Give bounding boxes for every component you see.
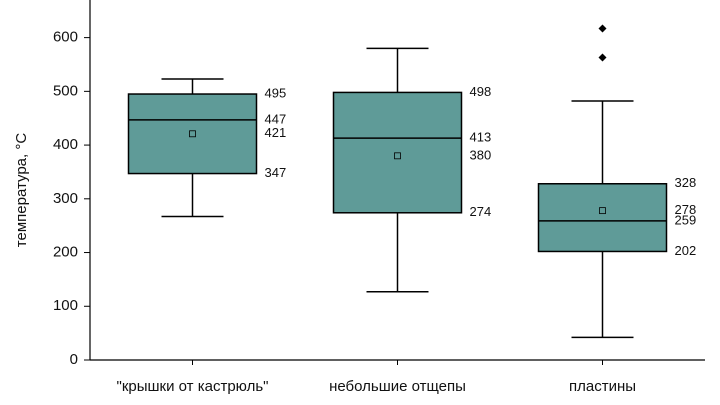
data-label: 413 — [470, 130, 492, 145]
data-label: 274 — [470, 204, 492, 219]
data-label: 498 — [470, 84, 492, 99]
data-label: 380 — [470, 147, 492, 162]
data-label: 447 — [265, 111, 287, 126]
data-label: 421 — [265, 125, 287, 140]
data-label: 347 — [265, 165, 287, 180]
y-tick-label: 600 — [53, 29, 78, 46]
data-label: 495 — [265, 85, 287, 100]
data-label: 328 — [675, 175, 697, 190]
y-tick-label: 0 — [70, 351, 78, 368]
x-tick-label: пластины — [569, 378, 636, 395]
x-tick-label: небольшие отщепы — [329, 378, 466, 395]
outlier — [598, 24, 607, 33]
y-tick-label: 200 — [53, 244, 78, 261]
x-tick-label: "крышки от кастрюль" — [117, 378, 269, 395]
y-tick-label: 100 — [53, 297, 78, 314]
mean — [599, 207, 606, 215]
data-label: 202 — [675, 243, 697, 258]
mean — [394, 152, 401, 160]
box — [127, 93, 258, 175]
y-tick-label: 500 — [53, 82, 78, 99]
y-tick-label: 400 — [53, 136, 78, 153]
data-label: 259 — [675, 212, 697, 227]
mean — [189, 130, 196, 138]
outlier — [598, 53, 607, 62]
y-axis-label: температура, °С — [13, 133, 30, 248]
data-label: 278 — [675, 202, 697, 217]
y-tick-label: 300 — [53, 190, 78, 207]
box — [537, 183, 668, 253]
